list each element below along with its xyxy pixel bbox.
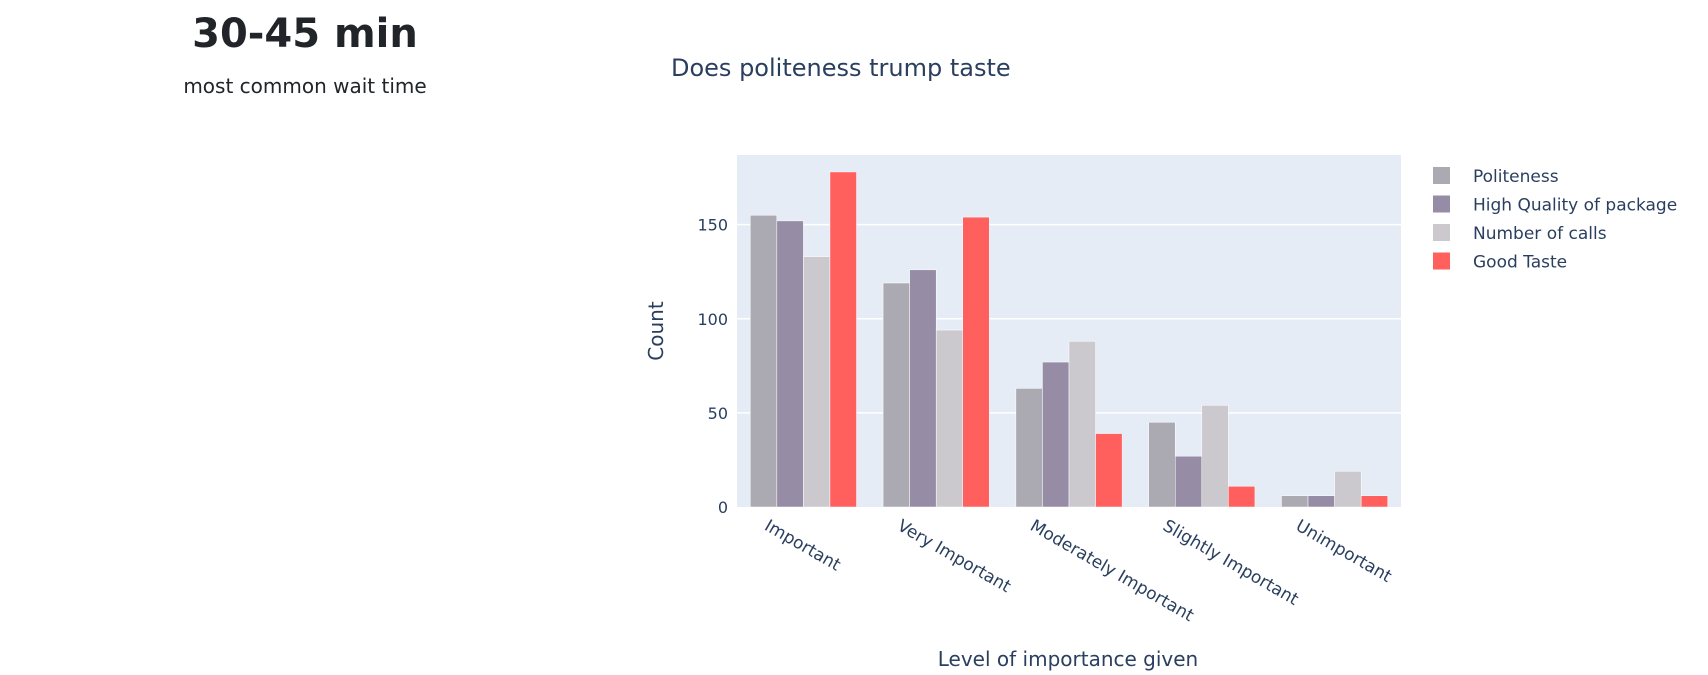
kpi-card: 30-45 min most common wait time: [100, 0, 510, 98]
legend-label: Good Taste: [1473, 253, 1567, 273]
y-tick-label: 100: [697, 310, 728, 329]
bar-high-quality-of-package-very-important[interactable]: [909, 269, 937, 508]
x-tick-label: Very Important: [894, 516, 1015, 597]
bar-good-taste-unimportant[interactable]: [1360, 495, 1388, 508]
legend-swatch: [1433, 252, 1450, 270]
bar-high-quality-of-package-unimportant[interactable]: [1307, 495, 1335, 508]
bar-number-of-calls-important[interactable]: [803, 256, 831, 508]
x-axis-title: Level of importance given: [938, 647, 1198, 671]
legend-swatch: [1433, 167, 1450, 184]
y-axis-ticks: 0 50 100 150: [697, 216, 728, 517]
bar-politeness-important[interactable]: [750, 214, 778, 508]
y-tick-label: 0: [718, 498, 728, 517]
bar-politeness-slightly-important[interactable]: [1148, 422, 1176, 508]
chart-title: Does politeness trump taste: [671, 54, 1011, 82]
legend[interactable]: Politeness High Quality of package Number …: [1433, 167, 1677, 273]
y-tick-label: 50: [708, 404, 728, 423]
kpi-value: 30-45 min: [192, 11, 418, 57]
legend-item[interactable]: Good Taste: [1433, 252, 1567, 273]
x-axis-ticks: Important Very Important Moderately Import…: [761, 516, 1395, 626]
legend-label: High Quality of package: [1473, 196, 1677, 216]
bar-politeness-moderately-important[interactable]: [1015, 388, 1043, 508]
legend-item[interactable]: Number of calls: [1433, 224, 1607, 244]
x-tick-label: Unimportant: [1292, 516, 1395, 587]
bar-good-taste-moderately-important[interactable]: [1095, 433, 1123, 508]
bar-good-taste-very-important[interactable]: [962, 216, 990, 508]
bar-number-of-calls-moderately-important[interactable]: [1068, 341, 1096, 508]
y-tick-label: 150: [697, 216, 728, 235]
bar-politeness-unimportant[interactable]: [1281, 495, 1309, 508]
x-tick-label: Slightly Important: [1159, 516, 1302, 610]
bar-good-taste-slightly-important[interactable]: [1228, 486, 1256, 508]
bar-high-quality-of-package-slightly-important[interactable]: [1174, 455, 1203, 508]
bars: [750, 171, 1388, 508]
legend-swatch: [1433, 195, 1450, 213]
bar-number-of-calls-very-important[interactable]: [935, 329, 964, 508]
legend-item[interactable]: High Quality of package: [1433, 195, 1677, 216]
bar-high-quality-of-package-moderately-important[interactable]: [1042, 361, 1070, 508]
legend-swatch: [1433, 224, 1450, 241]
bar-number-of-calls-unimportant[interactable]: [1334, 470, 1362, 508]
bar-high-quality-of-package-important[interactable]: [776, 220, 804, 508]
y-axis-title: Count: [644, 301, 668, 361]
legend-item[interactable]: Politeness: [1433, 167, 1559, 187]
legend-label: Politeness: [1473, 167, 1559, 187]
kpi-label: most common wait time: [183, 74, 427, 98]
legend-label: Number of calls: [1473, 224, 1607, 244]
bar-politeness-very-important[interactable]: [882, 282, 910, 508]
bar-good-taste-important[interactable]: [829, 171, 857, 508]
bar-number-of-calls-slightly-important[interactable]: [1201, 405, 1229, 508]
x-tick-label: Important: [761, 516, 844, 576]
